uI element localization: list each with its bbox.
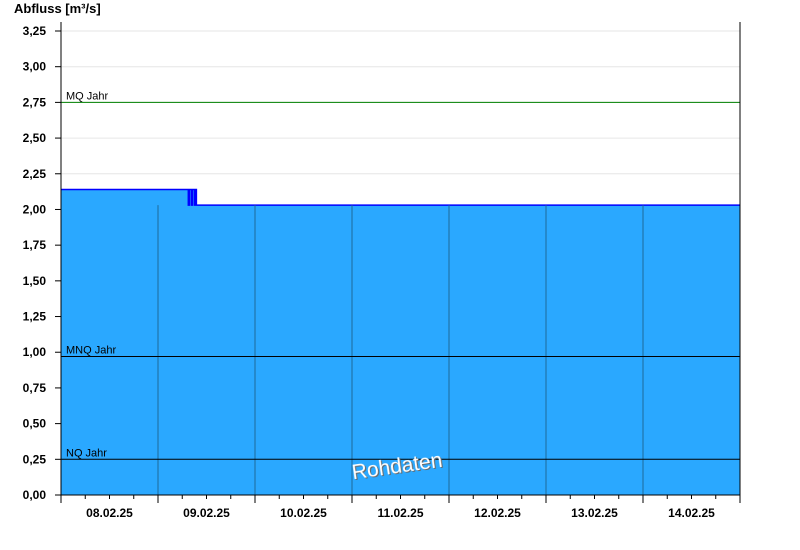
y-tick-label: 0,00 [23, 488, 47, 502]
x-tick-label: 11.02.25 [377, 506, 423, 520]
y-tick-label: 3,25 [23, 24, 47, 38]
day-gridlines [157, 205, 644, 495]
reference-lines: MQ Jahr MNQ Jahr NQ Jahr [61, 90, 740, 460]
y-tick-label: 3,00 [23, 60, 47, 74]
y-tick-label: 1,75 [23, 238, 47, 252]
x-tick-label: 14.02.25 [668, 506, 715, 520]
reference-line-label: MNQ Jahr [66, 345, 116, 357]
y-ticks: 0,00 0,25 0,50 0,75 1,00 1,25 1,50 1,75 2,00 2,25… [23, 24, 61, 502]
y-tick-label: 2,50 [23, 131, 47, 145]
discharge-fill [61, 189, 740, 495]
x-tick-label: 08.02.25 [86, 506, 133, 520]
y-tick-label: 1,00 [23, 345, 47, 359]
y-axis-title: Abfluss [m³/s] [14, 1, 101, 16]
series-area [61, 188, 740, 495]
y-tick-label: 2,25 [23, 167, 47, 181]
x-tick-label: 13.02.25 [571, 506, 618, 520]
x-tick-label: 10.02.25 [280, 506, 327, 520]
discharge-line [61, 188, 740, 206]
y-tick-label: 1,25 [23, 310, 47, 324]
x-ticks: 08.02.25 09.02.25 10.02.25 11.02.25 12.02.25… [60, 495, 741, 520]
reference-line-label: NQ Jahr [66, 447, 107, 459]
x-tick-label: 12.02.25 [474, 506, 521, 520]
y-tick-label: 0,25 [23, 452, 47, 466]
y-tick-label: 2,00 [23, 202, 47, 216]
y-tick-label: 2,75 [23, 95, 47, 109]
reference-line-label: MQ Jahr [66, 90, 109, 102]
y-tick-label: 1,50 [23, 274, 47, 288]
x-tick-label: 09.02.25 [183, 506, 230, 520]
y-tick-label: 0,50 [23, 417, 47, 431]
y-tick-label: 0,75 [23, 381, 47, 395]
